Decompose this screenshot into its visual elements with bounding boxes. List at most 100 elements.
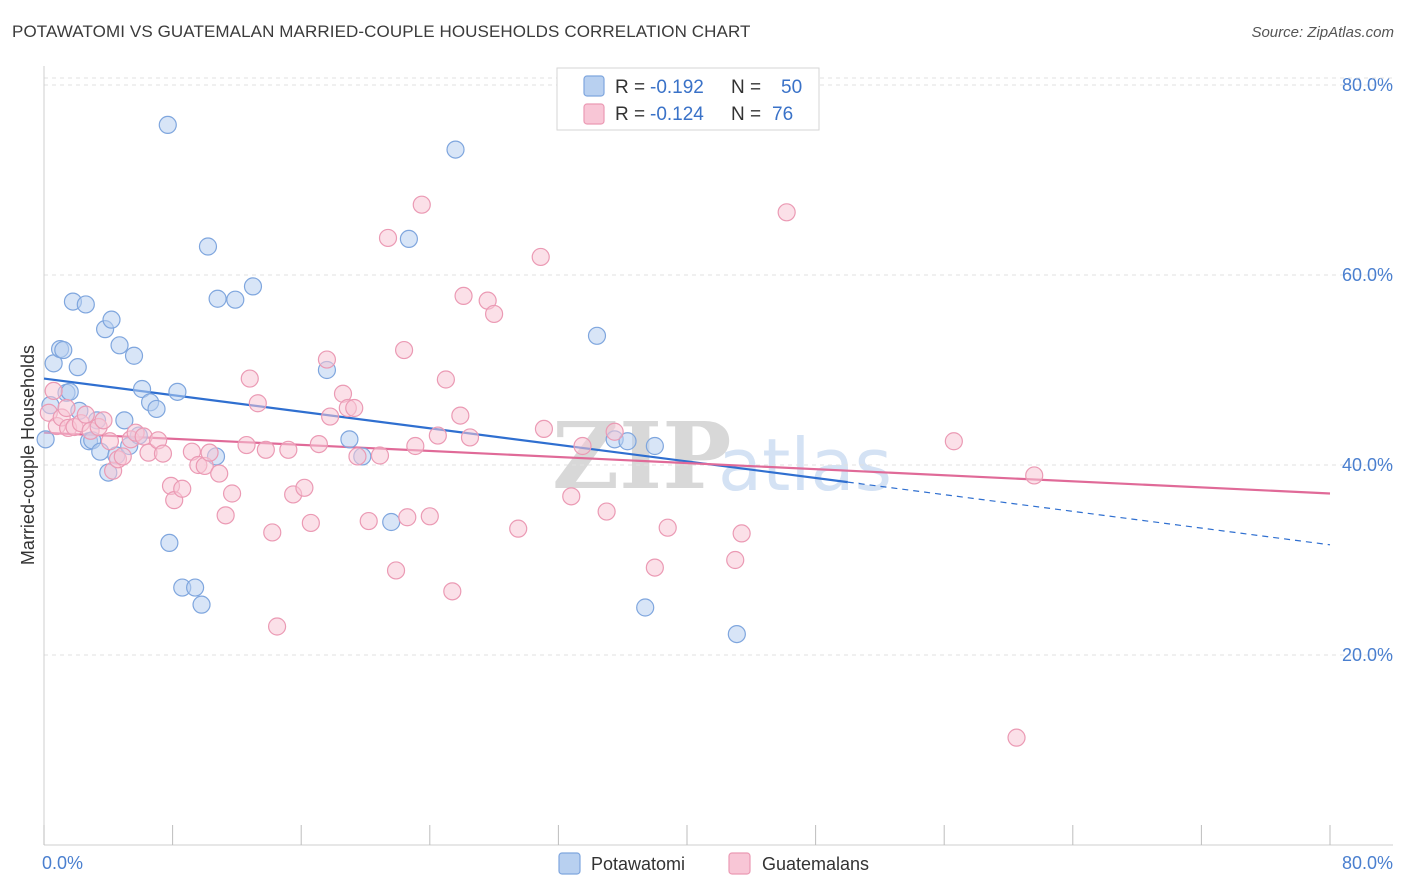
point-guatemalans: [279, 440, 298, 459]
trend-line-guatemalans: [43, 431, 1331, 495]
point-potawatomi: [198, 237, 218, 256]
point-potawatomi: [382, 512, 401, 532]
point-guatemalans: [345, 398, 364, 418]
point-guatemalans: [406, 436, 425, 456]
point-potawatomi: [587, 326, 607, 345]
point-guatemalans: [173, 479, 192, 498]
data-points: [36, 115, 1044, 747]
chart-title: POTAWATOMI VS GUATEMALAN MARRIED-COUPLE …: [12, 22, 751, 41]
point-guatemalans: [57, 398, 76, 418]
axes: [43, 66, 1393, 846]
point-guatemalans: [573, 436, 592, 456]
point-potawatomi: [60, 382, 79, 401]
point-guatemalans: [267, 617, 287, 636]
point-guatemalans: [210, 464, 229, 483]
point-potawatomi: [132, 379, 152, 399]
legend-r-label-1: R =: [615, 77, 645, 98]
point-guatemalans: [509, 519, 528, 538]
point-guatemalans: [44, 381, 63, 400]
point-guatemalans: [240, 369, 259, 388]
trend-line-potawatomi-extension: [847, 481, 1331, 546]
point-guatemalans: [348, 447, 367, 466]
point-guatemalans: [1007, 728, 1026, 747]
point-guatemalans: [605, 422, 624, 441]
grid-lines: 20.0% 40.0% 60.0% 80.0%: [44, 75, 1393, 665]
point-potawatomi: [340, 430, 359, 449]
point-potawatomi: [160, 533, 179, 553]
point-guatemalans: [295, 478, 314, 497]
y-tick-label-60: 60.0%: [1342, 265, 1393, 285]
point-potawatomi: [168, 382, 187, 401]
point-potawatomi: [208, 289, 227, 308]
legend-n-value-1: 50: [781, 77, 802, 98]
point-guatemalans: [443, 582, 462, 601]
point-potawatomi: [243, 277, 263, 296]
series-legend: Potawatomi Guatemalans: [558, 852, 869, 875]
point-potawatomi: [636, 598, 655, 617]
source-label: Source: ZipAtlas.com: [1251, 24, 1394, 41]
point-potawatomi: [76, 295, 95, 314]
point-potawatomi: [68, 358, 87, 377]
point-guatemalans: [451, 406, 470, 425]
point-guatemalans: [534, 419, 554, 438]
point-potawatomi: [36, 430, 55, 449]
point-guatemalans: [94, 411, 113, 430]
legend-r-value-1: -0.192: [650, 77, 704, 98]
legend-n-label-2: N =: [731, 104, 761, 125]
point-potawatomi: [54, 340, 73, 360]
point-guatemalans: [658, 518, 677, 537]
point-guatemalans: [301, 513, 320, 533]
legend-swatch-guatemalans: [583, 103, 605, 125]
y-tick-label-80: 80.0%: [1342, 75, 1393, 95]
y-tick-label-40: 40.0%: [1342, 455, 1393, 475]
point-potawatomi: [727, 624, 746, 644]
point-guatemalans: [248, 394, 267, 413]
point-guatemalans: [113, 447, 132, 466]
point-guatemalans: [309, 435, 328, 454]
point-guatemalans: [153, 444, 173, 463]
point-guatemalans: [732, 524, 751, 543]
point-guatemalans: [1025, 466, 1044, 485]
point-guatemalans: [454, 286, 473, 305]
point-potawatomi: [158, 115, 177, 135]
point-guatemalans: [436, 370, 455, 389]
point-guatemalans: [531, 247, 550, 267]
point-guatemalans: [256, 440, 275, 459]
stats-legend: R = -0.192 N = 50 R = -0.124 N = 76: [556, 67, 820, 131]
point-guatemalans: [398, 508, 417, 527]
point-guatemalans: [200, 443, 219, 462]
point-guatemalans: [944, 432, 963, 451]
point-potawatomi: [618, 432, 637, 451]
point-potawatomi: [192, 595, 211, 614]
point-guatemalans: [378, 228, 398, 248]
bottom-legend-swatch-potawatomi: [558, 852, 581, 875]
point-guatemalans: [645, 558, 664, 577]
point-guatemalans: [263, 523, 282, 542]
x-tick-label-min: 0.0%: [42, 853, 83, 873]
bottom-legend-label-potawatomi: Potawatomi: [591, 854, 685, 874]
point-guatemalans: [420, 507, 439, 526]
point-guatemalans: [386, 561, 406, 580]
point-guatemalans: [370, 446, 390, 465]
point-guatemalans: [777, 203, 796, 222]
point-potawatomi: [124, 346, 144, 365]
point-guatemalans: [76, 405, 95, 424]
point-potawatomi: [147, 399, 166, 419]
point-guatemalans: [428, 426, 447, 445]
point-potawatomi: [446, 140, 465, 159]
legend-n-value-2: 76: [772, 104, 793, 125]
point-potawatomi: [226, 290, 245, 309]
point-guatemalans: [460, 428, 480, 447]
point-potawatomi: [645, 436, 664, 456]
point-guatemalans: [321, 407, 340, 426]
point-potawatomi: [110, 336, 129, 355]
point-potawatomi: [399, 229, 419, 248]
point-guatemalans: [216, 506, 235, 525]
legend-r-label-2: R =: [615, 104, 645, 125]
point-guatemalans: [562, 487, 581, 506]
point-guatemalans: [237, 435, 256, 455]
point-potawatomi: [102, 310, 121, 329]
point-potawatomi: [115, 411, 134, 430]
point-guatemalans: [597, 502, 616, 521]
